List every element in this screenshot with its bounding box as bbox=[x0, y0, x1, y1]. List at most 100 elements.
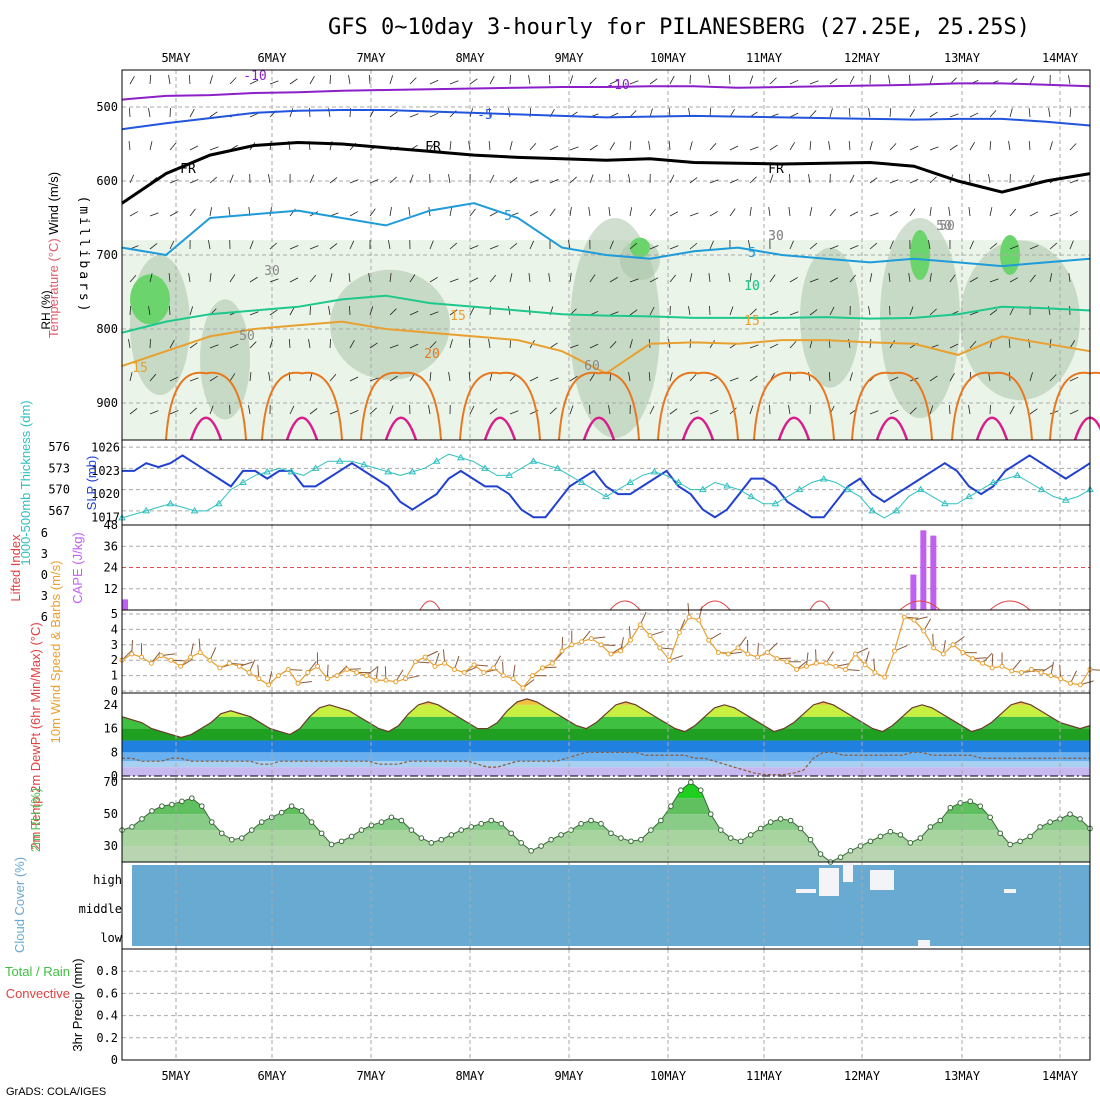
wind-barb bbox=[689, 410, 699, 415]
wind-barb bbox=[269, 278, 279, 283]
wind-barb bbox=[549, 179, 559, 184]
wind10-y-label: 10m Wind Speed & Barbs (m/s) bbox=[48, 561, 63, 744]
wind-barb bbox=[149, 373, 157, 382]
wind-barb bbox=[988, 174, 991, 184]
wind-barb bbox=[649, 245, 659, 250]
rh-marker bbox=[538, 843, 544, 849]
wind-barb bbox=[1069, 240, 1074, 250]
wind-barb bbox=[509, 177, 518, 184]
temp-band bbox=[122, 767, 1090, 777]
isotherm-FR bbox=[121, 141, 1091, 205]
x-tick-label-top: 5MAY bbox=[162, 51, 192, 65]
wind10-marker bbox=[569, 642, 575, 648]
y-tick-label: 48 bbox=[104, 518, 118, 532]
wind10-marker bbox=[451, 666, 457, 672]
wind-barb bbox=[428, 405, 431, 415]
y-tick-label: 1 bbox=[111, 669, 118, 683]
wind10-marker bbox=[403, 676, 409, 682]
rh-marker bbox=[548, 836, 554, 843]
wind10-marker bbox=[373, 677, 379, 683]
wind-barb bbox=[788, 207, 791, 217]
rh-marker bbox=[258, 819, 265, 825]
wind-barb bbox=[429, 276, 438, 283]
wind-barb bbox=[489, 174, 495, 184]
rh-marker bbox=[638, 836, 644, 843]
wind-barb bbox=[949, 404, 951, 415]
slp-y-label: SLP (mb) bbox=[84, 456, 99, 511]
wind-barb bbox=[309, 305, 311, 316]
isotherm-25 bbox=[285, 416, 319, 441]
rh-marker bbox=[668, 803, 674, 809]
cloud-cover-fill bbox=[132, 865, 1090, 946]
isotherm-25 bbox=[777, 416, 811, 441]
wind-barb bbox=[329, 410, 339, 415]
wind-barb bbox=[149, 243, 158, 250]
wind-barb bbox=[248, 405, 251, 415]
wind-barb bbox=[649, 277, 659, 283]
wind-barb bbox=[429, 372, 432, 382]
wind-barb bbox=[408, 207, 411, 217]
rh-marker bbox=[169, 801, 175, 808]
wind-barb bbox=[869, 141, 873, 151]
isotherm-label: 30 bbox=[768, 229, 784, 244]
wind-barb bbox=[609, 79, 619, 85]
rh-marker bbox=[149, 808, 155, 814]
rh-marker bbox=[189, 795, 195, 801]
wind-barb bbox=[1049, 374, 1057, 382]
y-tick-label: 8 bbox=[111, 745, 118, 759]
wind10-marker bbox=[911, 617, 917, 623]
wind10-marker bbox=[735, 645, 741, 651]
lifted-index-line bbox=[899, 600, 941, 611]
wind-barb bbox=[569, 375, 578, 382]
cape-bar bbox=[122, 599, 128, 610]
wind-barb bbox=[569, 75, 574, 85]
wind-barb bbox=[809, 141, 812, 151]
wind-barb bbox=[349, 211, 359, 217]
wind-barb bbox=[529, 376, 539, 382]
wind-barb bbox=[289, 108, 294, 118]
wind-barb bbox=[469, 245, 479, 250]
x-tick-label-top: 11MAY bbox=[746, 51, 783, 65]
wind10-marker bbox=[207, 657, 213, 663]
isotherm-20 bbox=[657, 371, 739, 441]
x-tick-label-bottom: 11MAY bbox=[746, 1069, 783, 1083]
wind10-marker bbox=[803, 663, 809, 669]
wind-barb bbox=[508, 108, 511, 118]
wind-barb bbox=[949, 113, 959, 118]
wind-barb bbox=[449, 309, 458, 316]
wind-barb bbox=[669, 174, 675, 184]
wind-barb bbox=[588, 207, 591, 217]
wind-barb bbox=[609, 311, 619, 316]
wind-barb bbox=[349, 339, 355, 349]
wind-barb bbox=[609, 277, 618, 283]
isotherm-20 bbox=[951, 371, 1033, 441]
wind-barb bbox=[1029, 174, 1035, 184]
wind-barb bbox=[368, 74, 371, 85]
lifted-index-line bbox=[699, 600, 731, 611]
wind-barb bbox=[709, 340, 715, 349]
wind-barb bbox=[749, 308, 757, 316]
wind-barb bbox=[749, 375, 758, 382]
rh-fill-peak bbox=[630, 237, 650, 258]
wind-barb bbox=[589, 274, 596, 283]
wind10-marker bbox=[549, 660, 555, 666]
wind10-marker bbox=[784, 659, 790, 665]
wind10-marker bbox=[305, 670, 311, 676]
rh-marker bbox=[917, 835, 924, 841]
wind10-marker bbox=[686, 614, 692, 620]
rh-marker bbox=[378, 819, 385, 825]
wind-barb bbox=[169, 240, 175, 250]
wind10-marker bbox=[539, 665, 545, 671]
wind-barb bbox=[309, 245, 319, 250]
wind-barb bbox=[1029, 372, 1033, 382]
wind-barb bbox=[328, 306, 331, 316]
wind-barb bbox=[909, 208, 916, 217]
wind-barb bbox=[968, 405, 971, 415]
temp-y-label: 2m Temp 2m DewPt (6hr Min/Max) (°C) bbox=[28, 622, 43, 849]
cloud-level-label: high bbox=[93, 873, 122, 887]
rh-marker bbox=[747, 832, 754, 838]
precip-y-label: 3hr Precip (mm) bbox=[70, 958, 85, 1051]
temp-line bbox=[121, 698, 1091, 739]
wind-barb bbox=[768, 207, 771, 217]
wind-barb bbox=[429, 311, 439, 316]
